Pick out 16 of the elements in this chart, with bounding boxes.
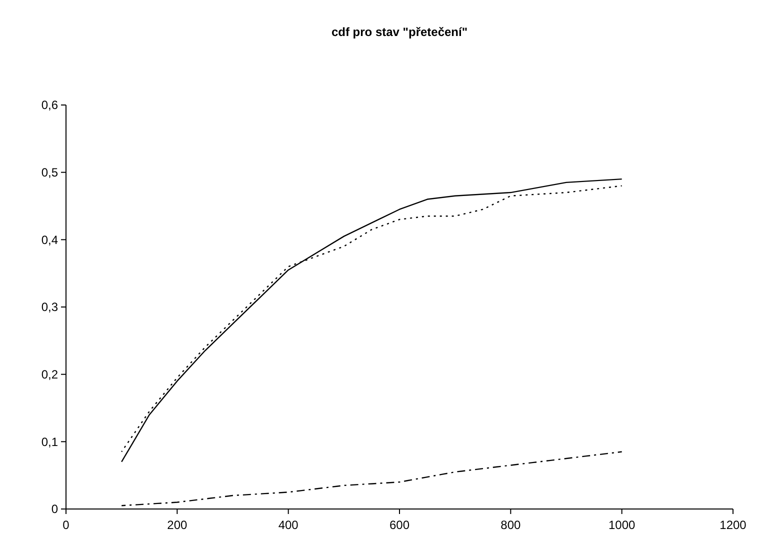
chart-title: cdf pro stav "přetečení": [331, 25, 468, 39]
y-tick-label: 0,1: [41, 434, 58, 449]
x-tick-label: 400: [278, 518, 299, 532]
y-tick-label: 0,3: [41, 300, 58, 314]
y-tick-label: 0,4: [41, 232, 58, 247]
line-series: [120, 451, 622, 506]
x-tick-label: 800: [500, 518, 521, 532]
x-tick-label: 200: [167, 518, 188, 532]
x-tick-label: 1200: [720, 518, 747, 532]
y-tick-label: 0,5: [41, 166, 58, 180]
x-tick-label: 0: [62, 518, 70, 532]
y-tick-label: 0,2: [41, 368, 58, 382]
y-tick-label: 0: [51, 502, 58, 516]
x-tick-label: 600: [389, 518, 410, 532]
x-tick-label: 1000: [608, 518, 636, 532]
y-tick-label: 0,6: [41, 98, 58, 112]
